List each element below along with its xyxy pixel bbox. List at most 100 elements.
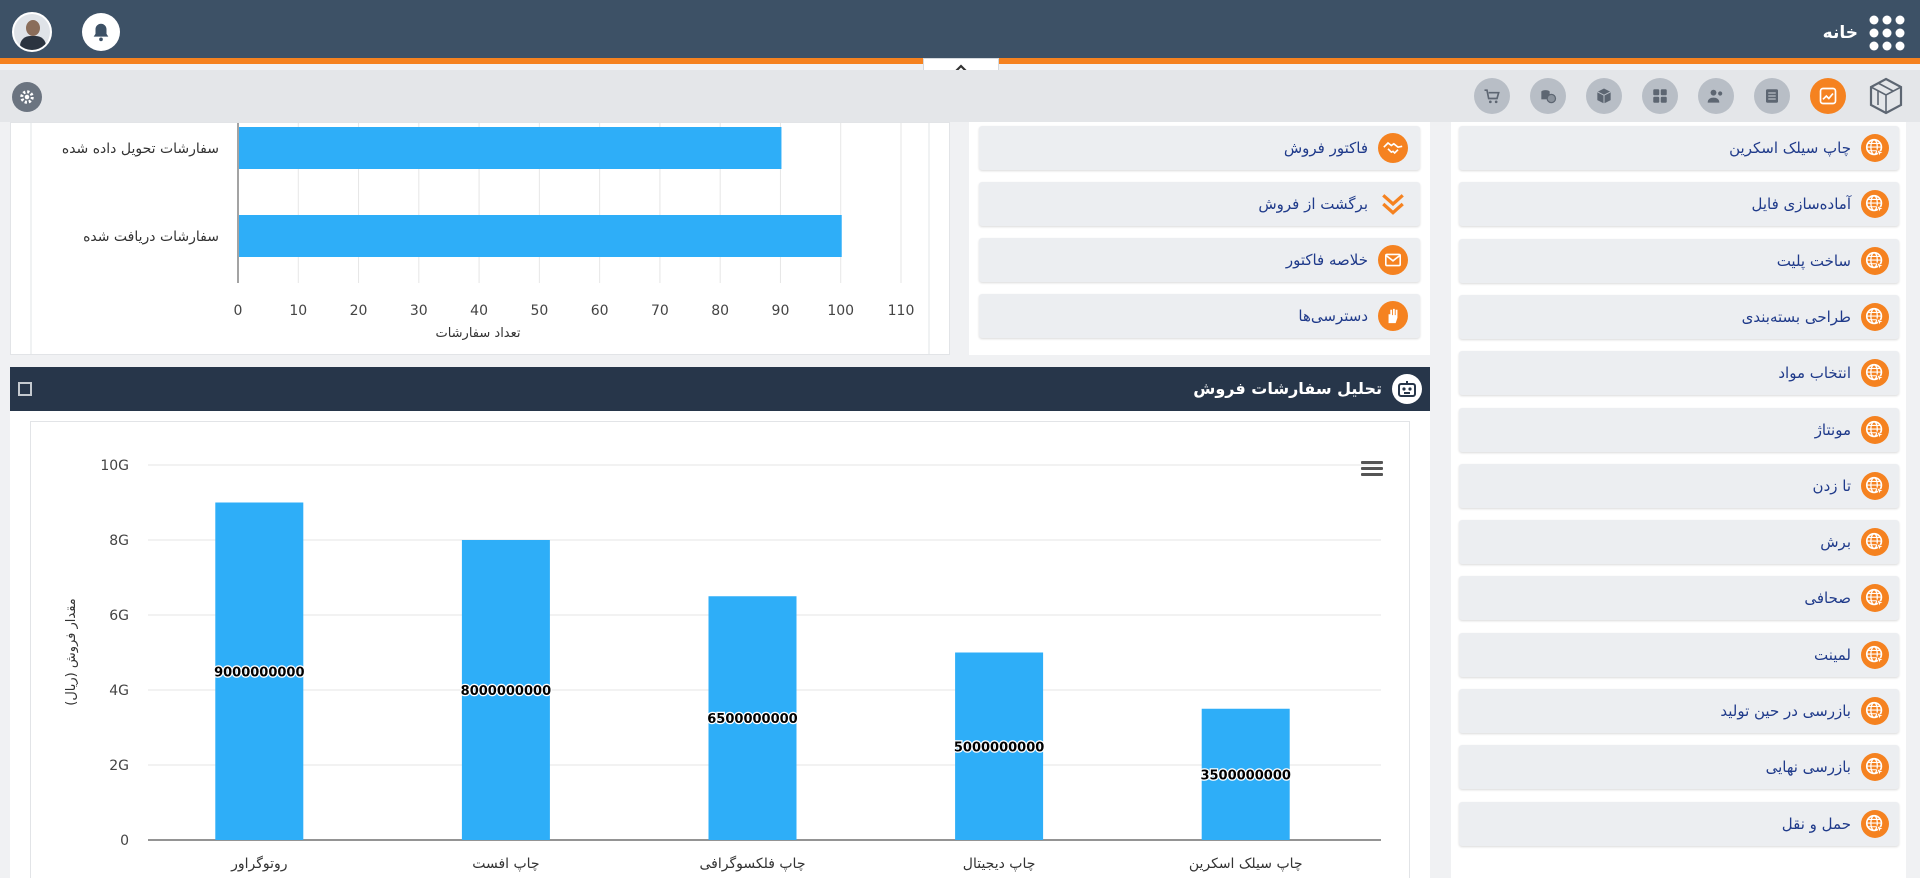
handshake-icon bbox=[1378, 133, 1408, 163]
globe-cursor-icon bbox=[1861, 809, 1889, 838]
sales-bar[interactable] bbox=[955, 652, 1044, 841]
coins-icon[interactable] bbox=[1530, 78, 1566, 114]
menu-item-label: صحافی bbox=[1804, 589, 1851, 608]
users-icon[interactable] bbox=[1698, 78, 1734, 114]
grid-icon[interactable] bbox=[1642, 78, 1678, 114]
x-category-label: روتوگراور bbox=[230, 855, 287, 872]
invoice-summary-label: خلاصه فاکتور bbox=[1285, 251, 1368, 269]
y-tick-label: 2G bbox=[109, 758, 129, 774]
sales-invoice-label: فاکتور فروش bbox=[1283, 139, 1368, 157]
menu-item-assembly[interactable]: مونتاژ bbox=[1459, 407, 1899, 452]
permissions-button[interactable]: دسترسی‌ها bbox=[979, 294, 1420, 338]
sales-bar[interactable] bbox=[708, 596, 797, 840]
x-tick-label: 100 bbox=[827, 303, 854, 319]
y-tick-label: 4G bbox=[109, 683, 129, 699]
notification-bell-icon[interactable] bbox=[82, 13, 120, 51]
globe-cursor-icon bbox=[1861, 697, 1889, 725]
sales-menu: فاکتور فروش برگشت از فروش خلاصه فاکتور د… bbox=[969, 122, 1430, 355]
sales-invoice-button[interactable]: فاکتور فروش bbox=[979, 126, 1420, 170]
sales-return-button[interactable]: برگشت از فروش bbox=[979, 182, 1420, 226]
cube-logo-icon[interactable] bbox=[1866, 76, 1906, 116]
orders-bar[interactable] bbox=[239, 215, 842, 257]
apps-grid-icon bbox=[1869, 15, 1905, 51]
sales-panel-header: تحلیل سفارشات فروش bbox=[10, 367, 1430, 411]
x-tick-label: 80 bbox=[711, 303, 729, 319]
invoice-summary-button[interactable]: خلاصه فاکتور bbox=[979, 238, 1420, 282]
sales-analysis-panel: تحلیل سفارشات فروش 0 2G 4G 6G 8G 10G 900000000… bbox=[10, 367, 1430, 878]
menu-item-packaging-design[interactable]: طراحی بسته‌بندی bbox=[1459, 294, 1899, 339]
bar-data-label: 8000000000 bbox=[461, 684, 551, 699]
x-tick-label: 110 bbox=[888, 303, 915, 319]
x-tick-label: 70 bbox=[651, 303, 669, 319]
production-menu: چاپ سیلک اسکرین آماده‌سازی فایل ساخت پلیت ط… bbox=[1451, 122, 1906, 878]
sales-bar[interactable] bbox=[215, 502, 304, 841]
avatar[interactable] bbox=[12, 12, 52, 52]
globe-cursor-icon bbox=[1861, 584, 1889, 613]
double-chevron-down-icon bbox=[1378, 189, 1408, 219]
y-tick-label: 6G bbox=[109, 608, 129, 624]
y-tick-label: 10G bbox=[100, 458, 129, 474]
x-tick-label: 40 bbox=[470, 303, 488, 319]
maximize-button[interactable] bbox=[18, 382, 32, 396]
globe-cursor-icon bbox=[1861, 246, 1889, 275]
cart-icon[interactable] bbox=[1474, 78, 1510, 114]
menu-item-material-selection[interactable]: انتخاب مواد bbox=[1459, 351, 1899, 396]
sales-bar-chart: 0 2G 4G 6G 8G 10G 9000000000 روتوگراور 800000000… bbox=[64, 458, 1383, 872]
x-tick-label: 0 bbox=[234, 303, 243, 319]
menu-item-label: طراحی بسته‌بندی bbox=[1741, 307, 1851, 326]
home-label: خانه bbox=[1822, 23, 1858, 43]
menu-item-label: چاپ سیلک اسکرین bbox=[1729, 139, 1851, 157]
analytics-icon[interactable] bbox=[1810, 78, 1846, 114]
menu-item-lamination[interactable]: لمینت bbox=[1459, 632, 1899, 677]
globe-cursor-icon bbox=[1861, 134, 1889, 162]
bar-data-label: 3500000000 bbox=[1200, 768, 1290, 783]
bar-data-label: 9000000000 bbox=[214, 665, 304, 680]
menu-item-label: انتخاب مواد bbox=[1778, 364, 1851, 383]
menu-item-binding[interactable]: صحافی bbox=[1459, 576, 1899, 621]
menu-item-label: تا زدن bbox=[1812, 476, 1851, 495]
menu-item-folding[interactable]: تا زدن bbox=[1459, 463, 1899, 508]
globe-cursor-icon bbox=[1861, 415, 1889, 444]
top-bar: خانه bbox=[0, 0, 1920, 64]
robot-icon bbox=[1392, 374, 1422, 404]
settings-gear-icon[interactable] bbox=[12, 82, 42, 112]
orders-chart-panel: 0 10 20 30 40 50 60 70 80 90 100 110 سفارشات تحویل د… bbox=[10, 122, 950, 355]
globe-cursor-icon bbox=[1861, 190, 1889, 219]
x-tick-label: 10 bbox=[289, 303, 307, 319]
globe-cursor-icon bbox=[1861, 640, 1889, 669]
x-tick-label: 50 bbox=[530, 303, 548, 319]
chart-menu-icon[interactable] bbox=[1361, 461, 1383, 476]
bar-data-label: 6500000000 bbox=[707, 712, 797, 727]
x-axis-title: تعداد سفارشات bbox=[435, 326, 520, 341]
home-link[interactable]: خانه bbox=[1823, 14, 1906, 52]
x-tick-label: 20 bbox=[350, 303, 368, 319]
menu-item-shipping[interactable]: حمل و نقل bbox=[1459, 801, 1899, 846]
x-category-label: چاپ سیلک اسکرین bbox=[1189, 856, 1303, 872]
box-icon[interactable] bbox=[1586, 78, 1622, 114]
menu-item-in-process-inspection[interactable]: بازرسی در حین تولید bbox=[1459, 689, 1899, 733]
menu-item-silkscreen-print[interactable]: چاپ سیلک اسکرین bbox=[1459, 126, 1899, 170]
globe-cursor-icon bbox=[1861, 359, 1889, 388]
bar-data-label: 5000000000 bbox=[954, 740, 1044, 755]
sales-bar[interactable] bbox=[1201, 708, 1290, 840]
globe-cursor-icon bbox=[1861, 753, 1889, 782]
menu-item-label: ساخت پلیت bbox=[1776, 251, 1851, 270]
orders-bar[interactable] bbox=[239, 127, 782, 169]
list-icon[interactable] bbox=[1754, 78, 1790, 114]
x-category-label: چاپ دیجیتال bbox=[963, 856, 1036, 872]
menu-item-label: مونتاژ bbox=[1814, 420, 1851, 439]
y-category-label: سفارشات دریافت شده bbox=[83, 229, 219, 245]
sales-panel-title: تحلیل سفارشات فروش bbox=[1193, 379, 1382, 398]
globe-cursor-icon bbox=[1861, 528, 1889, 557]
sales-bar[interactable] bbox=[461, 540, 550, 840]
y-category-label: سفارشات تحویل داده شده bbox=[62, 141, 219, 157]
y-axis-title: مقدار فروش (ریال) bbox=[64, 598, 79, 706]
menu-item-plate-making[interactable]: ساخت پلیت bbox=[1459, 238, 1899, 283]
globe-cursor-icon bbox=[1861, 471, 1889, 500]
menu-item-label: بازرسی در حین تولید bbox=[1720, 702, 1851, 720]
menu-item-final-inspection[interactable]: بازرسی نهایی bbox=[1459, 745, 1899, 790]
x-category-label: چاپ فلکسوگرافی bbox=[700, 855, 806, 872]
menu-item-cutting[interactable]: برش bbox=[1459, 520, 1899, 565]
x-tick-label: 60 bbox=[591, 303, 609, 319]
menu-item-file-prep[interactable]: آماده‌سازی فایل bbox=[1459, 182, 1899, 227]
